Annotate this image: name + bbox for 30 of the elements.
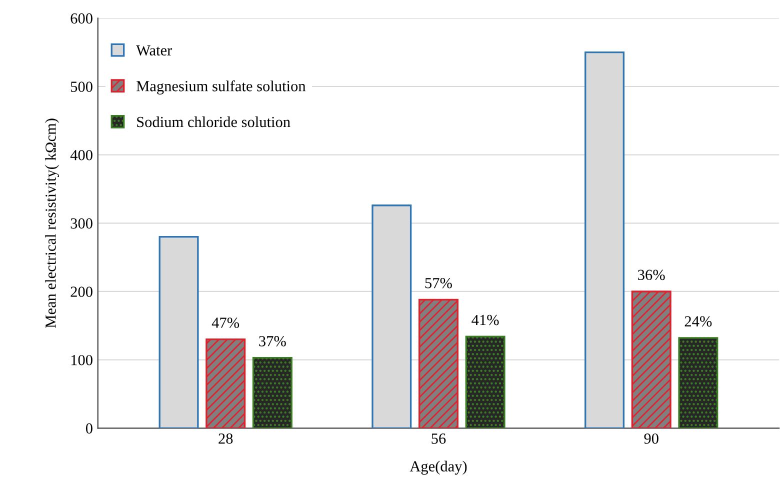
legend-label: Magnesium sulfate solution [136,80,306,94]
annotation: 37% [259,336,286,346]
annotation: 47% [212,318,240,328]
annotation: 24% [684,316,712,327]
bar [584,51,625,428]
y-tick-label: 400 [70,150,92,160]
bar [418,298,458,428]
x-axis-title: Age(day) [410,460,467,475]
y-tick-label: 500 [70,82,92,92]
y-tick-label: 0 [86,423,92,434]
y-tick-label: 600 [70,13,92,24]
y-tick-label: 200 [70,286,92,297]
annotation: 57% [425,278,452,288]
legend-label: Sodium chloride solution [137,116,290,128]
bar [465,336,506,428]
annotation: 36% [638,270,665,280]
bar [631,290,672,428]
bar [206,338,246,428]
x-tick-label: 90 [644,433,658,444]
y-tick-label: 300 [70,218,92,229]
bar [252,356,292,428]
x-tick-label: 28 [218,433,233,444]
bar [158,236,199,428]
bar [678,337,718,428]
x-tick-label: 56 [432,434,446,444]
legend-label: Water [136,45,172,56]
bar [372,204,412,428]
annotation: 41% [472,314,499,326]
y-axis-title: Mean electrical resistivity( kΩcm) [45,118,59,328]
y-tick-label: 100 [71,354,92,366]
